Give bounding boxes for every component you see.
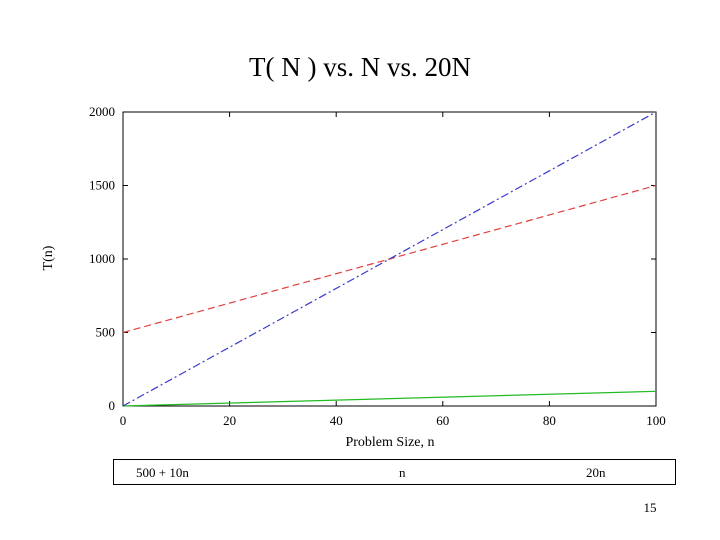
- x-tick-label: 40: [330, 413, 343, 428]
- y-axis-title: T(n): [41, 245, 56, 270]
- x-tick-label: 20: [223, 413, 236, 428]
- x-tick-label: 100: [646, 413, 666, 428]
- series-line-3: [122, 111, 657, 407]
- x-tick-label: 0: [120, 413, 127, 428]
- legend-entry-20n: 20n: [586, 465, 606, 480]
- y-tick-label: 1000: [89, 251, 115, 266]
- series-line-2: [122, 390, 657, 407]
- legend: 500 + 10n n 20n: [113, 459, 676, 485]
- slide-number: 15: [643, 500, 657, 515]
- legend-entry-n: n: [399, 465, 406, 480]
- y-tick-label: 500: [96, 325, 116, 340]
- x-tick-label: 80: [543, 413, 556, 428]
- y-tick-label: 2000: [89, 104, 115, 119]
- x-tick-label: 60: [436, 413, 449, 428]
- slide-title: T( N ) vs. N vs. 20N: [249, 52, 471, 82]
- y-tick-label: 1500: [89, 178, 115, 193]
- legend-entry-500-plus-10n: 500 + 10n: [136, 465, 189, 480]
- series-lines: [122, 111, 657, 407]
- y-tick-label: 0: [109, 398, 116, 413]
- x-axis-title: Problem Size, n: [345, 435, 434, 450]
